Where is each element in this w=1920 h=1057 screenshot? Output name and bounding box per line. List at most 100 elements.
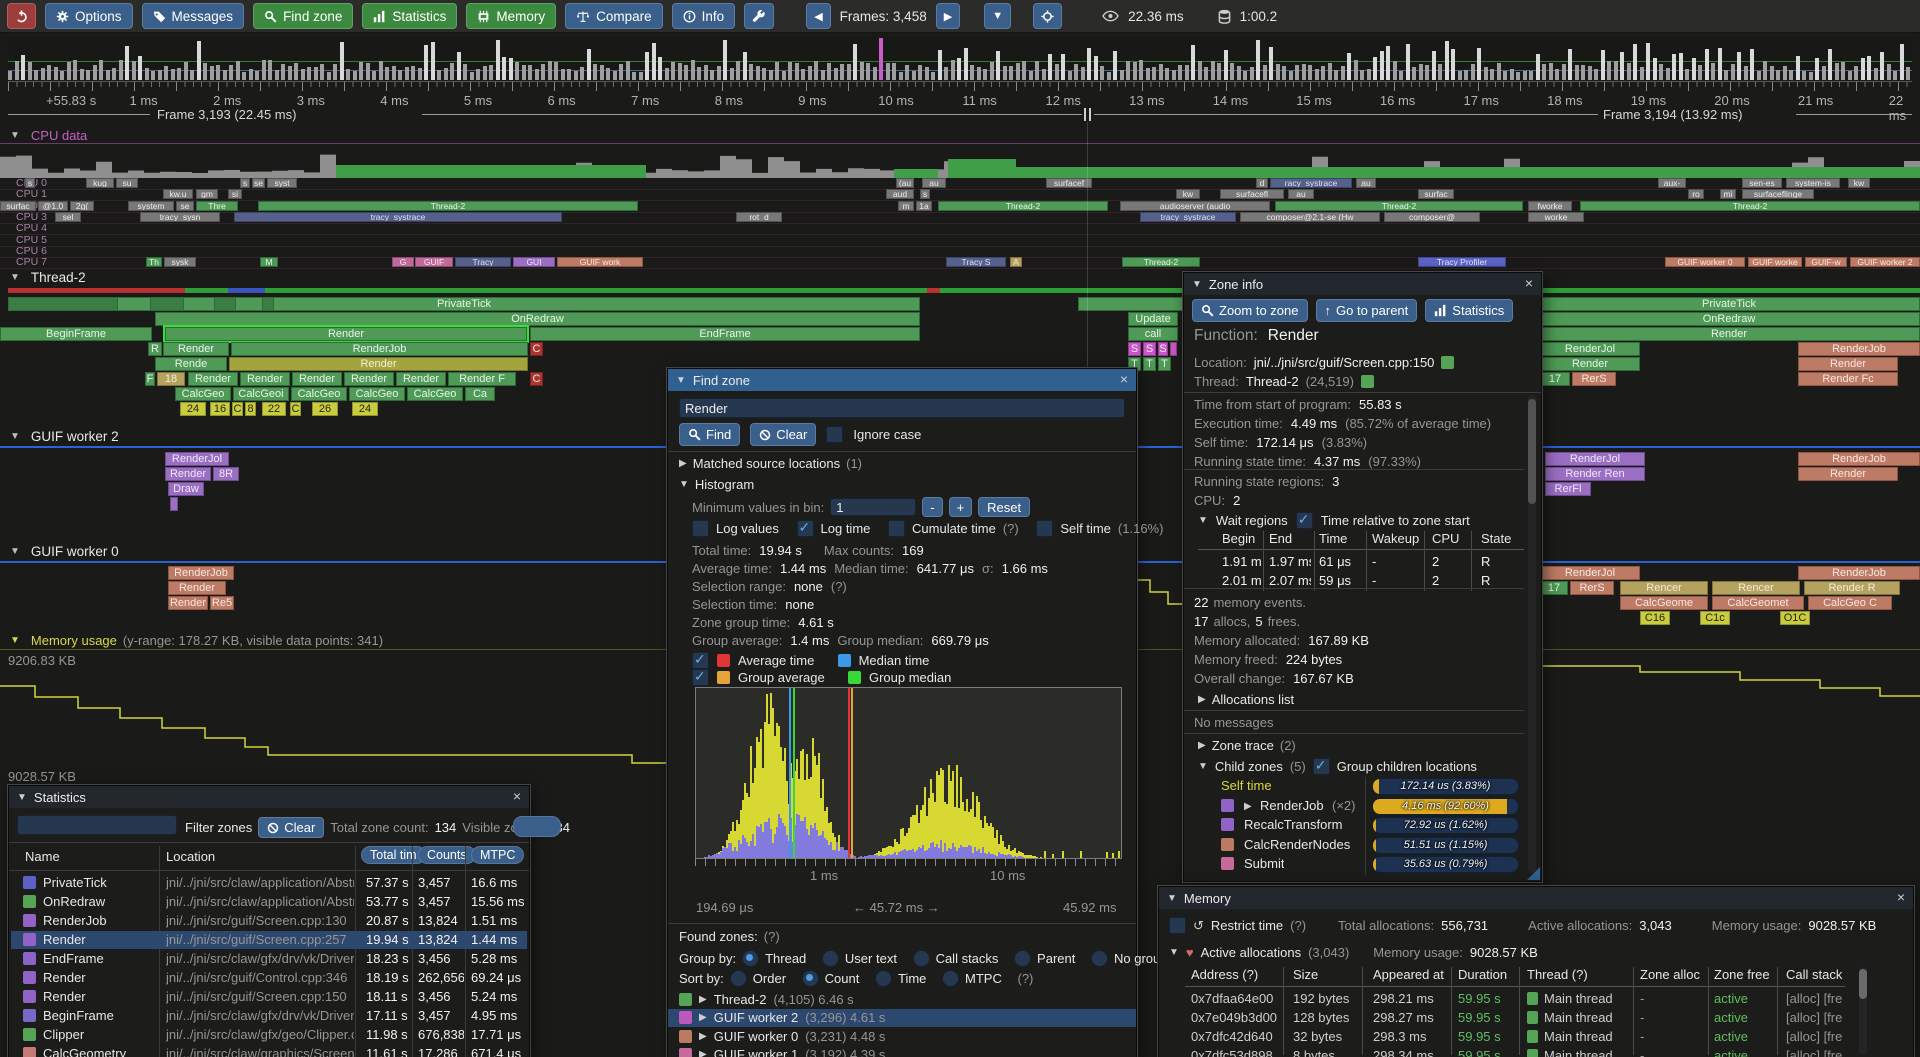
cpu-zone-chip[interactable]: GUIF worker 0: [1665, 257, 1745, 268]
info-button[interactable]: Info: [671, 3, 736, 29]
frame-bar[interactable]: [1808, 71, 1813, 80]
frame-bar[interactable]: [703, 65, 708, 80]
cpu-zone-chip[interactable]: m: [898, 200, 914, 211]
frame-bar[interactable]: [1347, 53, 1351, 80]
frame-bar[interactable]: [1204, 66, 1208, 80]
zone-info-scrollbar[interactable]: [1528, 395, 1536, 873]
frame-bar[interactable]: [1776, 69, 1780, 80]
frame-bar[interactable]: [463, 63, 467, 80]
frame-bar[interactable]: [664, 67, 669, 80]
stats-table-row[interactable]: RenderJob jni/../jni/src/guif/Screen.cpp:…: [11, 912, 527, 930]
frame-bar[interactable]: [346, 69, 350, 80]
frame-bar[interactable]: [651, 42, 656, 80]
zone-bar[interactable]: Render Ren: [1545, 467, 1645, 481]
frame-bar[interactable]: [1275, 63, 1280, 80]
frame-bar[interactable]: [1633, 44, 1637, 80]
frame-bar[interactable]: [1093, 55, 1098, 80]
cpu-zone-chip[interactable]: surfac: [1418, 189, 1454, 200]
frame-bar[interactable]: [1678, 53, 1683, 80]
frame-bar[interactable]: [1685, 68, 1689, 80]
cpu-zone-chip[interactable]: Tracy: [455, 257, 511, 268]
frame-bar[interactable]: [1041, 68, 1046, 80]
frame-bar[interactable]: [580, 67, 584, 80]
frame-bar[interactable]: [1873, 67, 1878, 80]
frame-bar[interactable]: [339, 41, 344, 80]
cpu-zone-chip[interactable]: su: [116, 178, 138, 188]
cpu-zone-chip[interactable]: au: [922, 178, 946, 188]
cpu-zone-chip[interactable]: 2g(: [70, 200, 94, 211]
frame-bar[interactable]: [1698, 65, 1702, 80]
zone-bar[interactable]: Render: [396, 372, 446, 386]
cpu-zone-chip[interactable]: s: [920, 189, 930, 200]
frame-bar[interactable]: [1893, 70, 1897, 80]
self-time-checkbox[interactable]: [1036, 520, 1054, 537]
frame-bar[interactable]: [1574, 65, 1579, 80]
frame-bar[interactable]: [281, 64, 285, 80]
mem-col-size[interactable]: Size: [1293, 967, 1319, 982]
zone-bar[interactable]: C: [530, 372, 543, 386]
zone-bar[interactable]: Rencer: [1620, 581, 1708, 595]
frame-bar[interactable]: [1067, 70, 1072, 80]
wait-table-row[interactable]: 1.91 ms 1.97 ms 61 μs - 2 R: [1184, 553, 1524, 571]
frame-bar[interactable]: [151, 71, 155, 80]
zone-bar[interactable]: Render: [168, 581, 226, 595]
frame-bar[interactable]: [1438, 64, 1442, 80]
frame-bar[interactable]: [352, 71, 357, 80]
cpu-zone-chip[interactable]: GUIF: [415, 257, 453, 268]
call-stacks-radio[interactable]: [912, 950, 930, 967]
find-zone-close-icon[interactable]: ×: [1119, 371, 1129, 387]
frame-bar[interactable]: [391, 65, 396, 80]
cpu-zone-chip[interactable]: d: [1256, 178, 1268, 188]
frame-bar[interactable]: [1477, 48, 1481, 80]
cpu-zone-chip[interactable]: M: [260, 257, 278, 268]
frame-bar[interactable]: [729, 68, 734, 80]
cpu-zone-chip[interactable]: surfacef: [1046, 178, 1092, 188]
cpu-zone-chip[interactable]: ro: [1688, 189, 1704, 200]
find-zone-histogram[interactable]: [695, 687, 1122, 859]
frame-bar[interactable]: [937, 50, 942, 80]
zone-bar[interactable]: C: [290, 402, 301, 416]
zone-bar[interactable]: RenderJol: [1540, 342, 1640, 356]
cpu-row-label[interactable]: CPU 5: [16, 233, 47, 246]
zone-bar[interactable]: CalcGeo: [349, 387, 405, 401]
frame-bar[interactable]: [1522, 71, 1527, 80]
frame-bar[interactable]: [1841, 61, 1845, 80]
zone-bar[interactable]: C16: [1640, 611, 1670, 625]
frame-bar[interactable]: [996, 51, 1000, 80]
stats-extra-button[interactable]: [513, 816, 561, 837]
frame-bar[interactable]: [1314, 68, 1319, 80]
frame-bar[interactable]: [1152, 67, 1156, 80]
frame-bar[interactable]: [203, 63, 207, 80]
frame-bar[interactable]: [1366, 68, 1371, 80]
cpu-zone-chip[interactable]: si: [228, 189, 242, 200]
frame-bar[interactable]: [1503, 71, 1507, 80]
wait-col-state[interactable]: State: [1481, 531, 1512, 546]
frame-bar[interactable]: [1711, 62, 1715, 80]
frame-bar[interactable]: [879, 38, 883, 80]
frame-bar[interactable]: [1542, 64, 1546, 80]
user-text-radio[interactable]: [821, 950, 839, 967]
frame-bar[interactable]: [1906, 67, 1910, 80]
histogram-section[interactable]: ▼ Histogram: [679, 477, 755, 492]
frame-bar[interactable]: [372, 71, 376, 80]
cpu-zone-chip[interactable]: sysk: [164, 257, 196, 268]
cpu-zone-chip[interactable]: Thre: [196, 200, 238, 211]
wait-col-end[interactable]: End: [1269, 531, 1293, 546]
zone-bar[interactable]: S: [1158, 342, 1168, 356]
zone-bar[interactable]: Render: [165, 467, 211, 481]
frame-bar[interactable]: [801, 69, 805, 80]
frame-bar[interactable]: [242, 71, 246, 80]
frame-bar[interactable]: [1659, 63, 1663, 80]
memory-table-row[interactable]: 0x7dfc53d898 8 bytes 298.34 ms 59.95 s - acti…: [1159, 1047, 1859, 1057]
frame-bar[interactable]: [1100, 66, 1104, 80]
zone-bar[interactable]: OnRedraw: [1538, 312, 1920, 326]
zone-bar[interactable]: Render: [1540, 357, 1640, 371]
frame-bar[interactable]: [918, 64, 922, 80]
cpu-zone-chip[interactable]: kug: [86, 178, 114, 188]
child-zone-row[interactable]: CalcRenderNodes 51.51 us (1.15%): [1184, 836, 1534, 854]
zone-bar[interactable]: RenderJob: [1798, 566, 1920, 580]
cpu-zone-chip[interactable]: G: [392, 257, 414, 268]
memory-table-row[interactable]: 0x7dfc42d640 32 bytes 298.3 ms 59.95 s - acti…: [1159, 1028, 1859, 1046]
frame-bar[interactable]: [261, 60, 266, 80]
frame-bar[interactable]: [625, 61, 630, 80]
